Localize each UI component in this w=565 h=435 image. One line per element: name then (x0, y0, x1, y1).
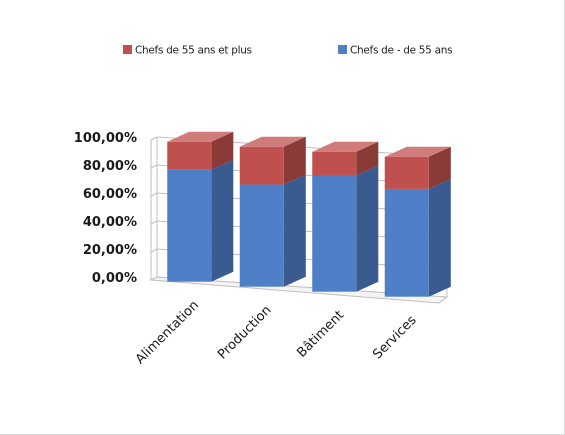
side-wall-gridline (150, 192, 158, 197)
category-label: Alimentation (133, 298, 202, 367)
bar-segment (384, 178, 451, 297)
bar-segment (384, 146, 451, 189)
x-axis-categories: Alimentation Production Bâtiment Services (133, 298, 420, 367)
bar-side (428, 146, 451, 189)
category-label: Bâtiment (294, 308, 347, 361)
side-wall-gridline (150, 220, 158, 225)
y-tick-label: 80,00% (83, 159, 137, 174)
bar-side (211, 131, 234, 170)
y-tick-label: 20,00% (83, 243, 137, 258)
y-tick-label: 100,00% (74, 131, 137, 146)
bar-segment (239, 136, 306, 185)
side-wall-gridline (150, 136, 158, 141)
bar-front (312, 151, 357, 176)
bar-front (239, 146, 284, 185)
y-tick-label: 40,00% (83, 215, 137, 230)
floor (149, 276, 449, 304)
bar-front (312, 175, 357, 292)
bar-front (167, 141, 212, 170)
bar-side (356, 141, 379, 176)
bar-top (312, 141, 379, 152)
bar-front (384, 188, 429, 297)
bar-side (211, 159, 234, 282)
bar-segment (167, 159, 234, 282)
category-label: Services (370, 313, 420, 363)
bar-front (384, 156, 429, 189)
bar-side (356, 165, 379, 292)
legend-item: Chefs de - de 55 ans (338, 45, 453, 57)
category-label: Production (215, 303, 275, 363)
legend-swatch (123, 45, 132, 54)
legend-item: Chefs de 55 ans et plus (123, 45, 252, 57)
legend-label: Chefs de - de 55 ans (350, 45, 452, 57)
side-wall-gridline (150, 248, 158, 253)
side-wall-gridline (150, 164, 158, 169)
bar-side (283, 136, 306, 185)
bar-segment (312, 141, 379, 176)
bar-segment (167, 131, 234, 170)
y-tick-label: 60,00% (83, 187, 137, 202)
bars-layer (167, 131, 451, 297)
y-axis-ticks: 0,00% 20,00% 40,00% 60,00% 80,00% 100,00% (74, 131, 137, 286)
legend: Chefs de 55 ans et plus Chefs de - de 55 … (123, 45, 453, 57)
bar-side (428, 178, 451, 297)
legend-swatch (338, 45, 347, 54)
bar-segment (239, 174, 306, 287)
bar-top (167, 131, 234, 142)
y-tick-label: 0,00% (92, 271, 137, 286)
bar-top (384, 146, 451, 157)
bar-front (167, 169, 212, 282)
bar-top (239, 136, 306, 147)
bar-side (283, 174, 306, 287)
bar-front (239, 184, 284, 287)
bar-segment (312, 165, 379, 292)
legend-label: Chefs de 55 ans et plus (135, 45, 252, 57)
